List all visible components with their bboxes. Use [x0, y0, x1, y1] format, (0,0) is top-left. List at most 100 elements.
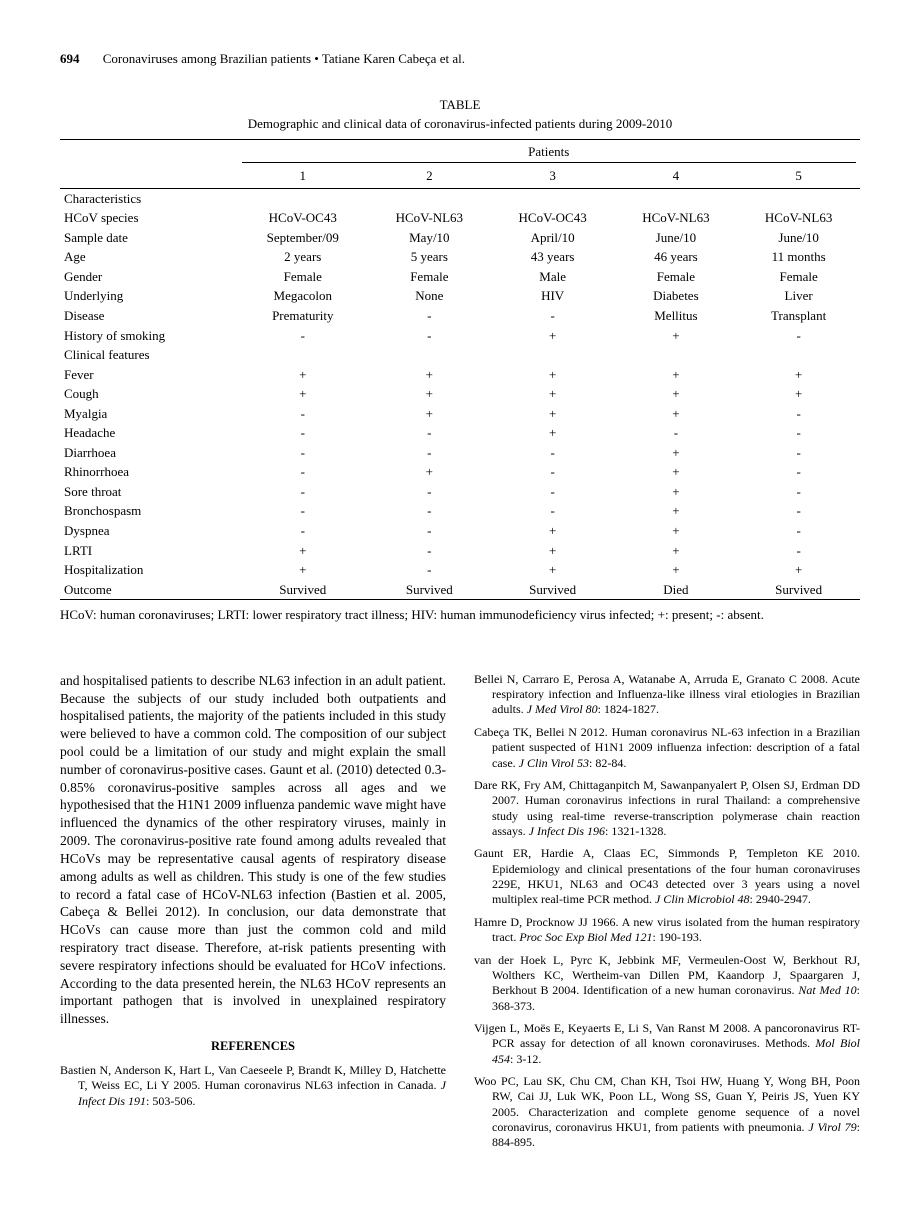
table-row-label: Rhinorrhoea	[60, 462, 238, 482]
references-heading: REFERENCES	[60, 1038, 446, 1055]
table-row-label: Underlying	[60, 286, 238, 306]
table-cell: May/10	[368, 228, 491, 248]
table-cell: +	[491, 326, 615, 346]
table-cell: -	[491, 306, 615, 326]
table-cell: Survived	[491, 580, 615, 600]
table-cell: +	[238, 560, 368, 580]
table-col-header: 3	[491, 164, 615, 188]
table-cell: +	[615, 326, 738, 346]
table-row-label: HCoV species	[60, 208, 238, 228]
table-cell: -	[238, 521, 368, 541]
table-cell: Female	[368, 267, 491, 287]
table-cell: +	[491, 541, 615, 561]
table-cell: +	[615, 443, 738, 463]
table-cell: +	[737, 365, 860, 385]
table-row-label: Outcome	[60, 580, 238, 600]
table-cell: HCoV-NL63	[615, 208, 738, 228]
table-cell: +	[238, 541, 368, 561]
table-row-label: History of smoking	[60, 326, 238, 346]
table-cell: Female	[737, 267, 860, 287]
table-cell: -	[737, 521, 860, 541]
table-caption-label: TABLE	[60, 96, 860, 114]
table-cell: +	[491, 404, 615, 424]
table-cell: -	[238, 443, 368, 463]
table-cell: -	[368, 443, 491, 463]
table-cell	[368, 188, 491, 208]
table-cell	[737, 345, 860, 365]
table-cell: Diabetes	[615, 286, 738, 306]
table-row-label: Sample date	[60, 228, 238, 248]
table-cell: HIV	[491, 286, 615, 306]
table-cell: +	[238, 384, 368, 404]
table-cell: -	[737, 462, 860, 482]
table-row-label: Headache	[60, 423, 238, 443]
table-cell: -	[368, 326, 491, 346]
table-cell: HCoV-NL63	[368, 208, 491, 228]
table-cell: +	[737, 560, 860, 580]
table-row-label: Fever	[60, 365, 238, 385]
table-cell: +	[615, 560, 738, 580]
table-row-label: Hospitalization	[60, 560, 238, 580]
table-cell: None	[368, 286, 491, 306]
reference-item: van der Hoek L, Pyrc K, Jebbink MF, Verm…	[474, 953, 860, 1014]
table-col-header: 1	[238, 164, 368, 188]
table-row-label: Myalgia	[60, 404, 238, 424]
table-cell: -	[737, 404, 860, 424]
table-cell: Megacolon	[238, 286, 368, 306]
table-cell: Male	[491, 267, 615, 287]
reference-journal: Mol Biol 454	[492, 1036, 860, 1065]
reference-item: Cabeça TK, Bellei N 2012. Human coronavi…	[474, 725, 860, 771]
table-cell	[615, 345, 738, 365]
table-cell: -	[615, 423, 738, 443]
table-cell: HCoV-NL63	[737, 208, 860, 228]
table-cell: Survived	[737, 580, 860, 600]
reference-journal: Proc Soc Exp Biol Med 121	[519, 930, 652, 944]
reference-item: Bastien N, Anderson K, Hart L, Van Caese…	[60, 1063, 446, 1109]
table-cell: -	[737, 501, 860, 521]
reference-item: Hamre D, Procknow JJ 1966. A new virus i…	[474, 915, 860, 946]
table-cell: -	[491, 501, 615, 521]
reference-journal: J Clin Virol 53	[519, 756, 589, 770]
table-cell: -	[368, 501, 491, 521]
table-cell	[615, 188, 738, 208]
table-cell: -	[238, 482, 368, 502]
table-cell: +	[615, 521, 738, 541]
table-cell: -	[491, 462, 615, 482]
table-cell: -	[368, 482, 491, 502]
table-cell: Survived	[368, 580, 491, 600]
table-col-header: 4	[615, 164, 738, 188]
table-cell: -	[491, 482, 615, 502]
table-cell: -	[368, 306, 491, 326]
reference-item: Dare RK, Fry AM, Chittaganpitch M, Sawan…	[474, 778, 860, 839]
reference-item: Vijgen L, Moës E, Keyaerts E, Li S, Van …	[474, 1021, 860, 1067]
table-cell: +	[491, 365, 615, 385]
table-cell: June/10	[737, 228, 860, 248]
table-cell: Female	[615, 267, 738, 287]
page-header: 694 Coronaviruses among Brazilian patien…	[60, 50, 860, 68]
two-column-layout: and hospitalised patients to describe NL…	[60, 672, 860, 1158]
table-cell: Prematurity	[238, 306, 368, 326]
table-row-label: Clinical features	[60, 345, 238, 365]
table-cell: Mellitus	[615, 306, 738, 326]
table-cell: -	[737, 482, 860, 502]
table-cell: -	[238, 326, 368, 346]
table-cell: 43 years	[491, 247, 615, 267]
table-cell: June/10	[615, 228, 738, 248]
table-cell: +	[737, 384, 860, 404]
table-cell: +	[238, 365, 368, 385]
table-cell: +	[491, 384, 615, 404]
table-stub-head	[60, 139, 238, 164]
table-cell: +	[368, 462, 491, 482]
right-column: Bellei N, Carraro E, Perosa A, Watanabe …	[474, 672, 860, 1158]
table-cell: -	[737, 423, 860, 443]
table-cell: -	[238, 462, 368, 482]
table-col-header: 5	[737, 164, 860, 188]
table-cell: Female	[238, 267, 368, 287]
table-row-label: Dyspnea	[60, 521, 238, 541]
table-row-label: Sore throat	[60, 482, 238, 502]
table-row-label: Bronchospasm	[60, 501, 238, 521]
table-row-label: Diarrhoea	[60, 443, 238, 463]
table-cell: -	[238, 423, 368, 443]
table-cell: +	[615, 501, 738, 521]
reference-journal: J Infect Dis 196	[529, 824, 605, 838]
